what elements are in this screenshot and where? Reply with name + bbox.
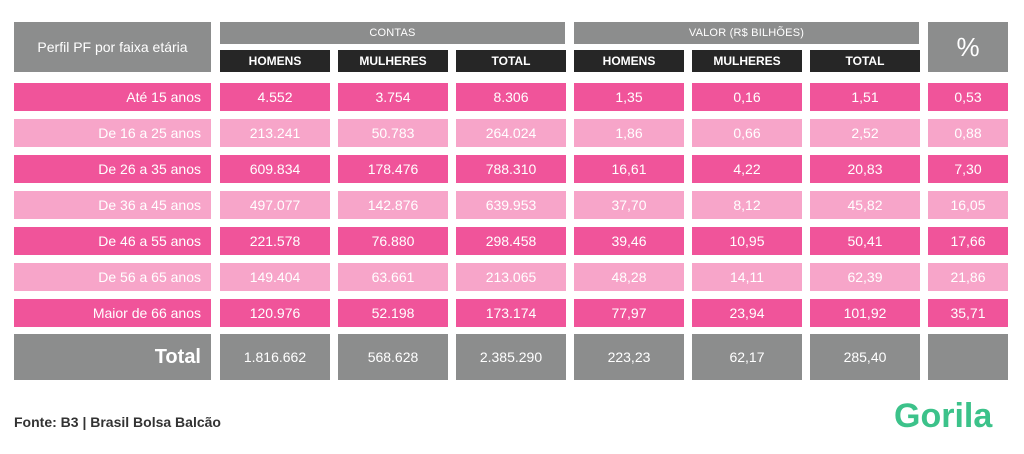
table-cell: 77,97 (574, 299, 684, 327)
total-cell: 285,40 (810, 334, 920, 380)
total-cell: 62,17 (692, 334, 802, 380)
table-cell: 101,92 (810, 299, 920, 327)
subheader-valor-homens: HOMENS (574, 50, 684, 72)
table-cell: 120.976 (220, 299, 330, 327)
table-cell: 21,86 (928, 263, 1008, 291)
total-cell: 223,23 (574, 334, 684, 380)
table-cell: 37,70 (574, 191, 684, 219)
table-cell: 221.578 (220, 227, 330, 255)
table-cell: 17,66 (928, 227, 1008, 255)
table-cell: 0,53 (928, 83, 1008, 111)
table-cell: 4.552 (220, 83, 330, 111)
row-label: De 16 a 25 anos (14, 119, 211, 147)
subheader-valor-total: TOTAL (810, 50, 920, 72)
gorila-logo: Gorila (894, 397, 993, 435)
row-label: De 56 a 65 anos (14, 263, 211, 291)
table-cell: 173.174 (456, 299, 566, 327)
table-cell: 788.310 (456, 155, 566, 183)
row-label: De 46 a 55 anos (14, 227, 211, 255)
table-cell: 23,94 (692, 299, 802, 327)
table-cell: 16,61 (574, 155, 684, 183)
table-cell: 10,95 (692, 227, 802, 255)
logo-text: Gorila (894, 397, 993, 435)
subheader-contas-total: TOTAL (456, 50, 566, 72)
table-cell: 4,22 (692, 155, 802, 183)
table-cell: 76.880 (338, 227, 448, 255)
profile-header: Perfil PF por faixa etária (14, 22, 211, 72)
table-cell: 8.306 (456, 83, 566, 111)
total-label: Total (14, 334, 211, 380)
table-cell: 20,83 (810, 155, 920, 183)
table-cell: 1,51 (810, 83, 920, 111)
table-cell: 0,16 (692, 83, 802, 111)
table-cell: 497.077 (220, 191, 330, 219)
table-cell: 14,11 (692, 263, 802, 291)
table-cell: 7,30 (928, 155, 1008, 183)
table-cell: 213.065 (456, 263, 566, 291)
table-cell: 63.661 (338, 263, 448, 291)
table-cell: 639.953 (456, 191, 566, 219)
percent-header: % (928, 22, 1008, 72)
table-cell: 45,82 (810, 191, 920, 219)
table-cell: 39,46 (574, 227, 684, 255)
valor-group-header: VALOR (R$ BILHÕES) (574, 22, 919, 44)
table-cell: 50.783 (338, 119, 448, 147)
table-cell: 0,88 (928, 119, 1008, 147)
subheader-contas-homens: HOMENS (220, 50, 330, 72)
total-cell: 2.385.290 (456, 334, 566, 380)
table-cell: 142.876 (338, 191, 448, 219)
table-cell: 52.198 (338, 299, 448, 327)
table-cell: 8,12 (692, 191, 802, 219)
subheader-contas-mulheres: MULHERES (338, 50, 448, 72)
table-cell: 609.834 (220, 155, 330, 183)
row-label: Até 15 anos (14, 83, 211, 111)
table-cell: 149.404 (220, 263, 330, 291)
table-cell: 62,39 (810, 263, 920, 291)
table-cell: 264.024 (456, 119, 566, 147)
table-cell: 48,28 (574, 263, 684, 291)
table-cell: 2,52 (810, 119, 920, 147)
row-label: Maior de 66 anos (14, 299, 211, 327)
table-cell: 3.754 (338, 83, 448, 111)
table-cell: 1,86 (574, 119, 684, 147)
contas-group-header: CONTAS (220, 22, 565, 44)
subheader-valor-mulheres: MULHERES (692, 50, 802, 72)
source-note: Fonte: B3 | Brasil Bolsa Balcão (14, 414, 221, 430)
table-cell: 50,41 (810, 227, 920, 255)
total-cell: 1.816.662 (220, 334, 330, 380)
row-label: De 26 a 35 anos (14, 155, 211, 183)
table-cell: 178.476 (338, 155, 448, 183)
total-cell (928, 334, 1008, 380)
total-cell: 568.628 (338, 334, 448, 380)
row-label: De 36 a 45 anos (14, 191, 211, 219)
table-cell: 35,71 (928, 299, 1008, 327)
table-cell: 16,05 (928, 191, 1008, 219)
table-cell: 1,35 (574, 83, 684, 111)
table-cell: 213.241 (220, 119, 330, 147)
table-cell: 298.458 (456, 227, 566, 255)
table-cell: 0,66 (692, 119, 802, 147)
